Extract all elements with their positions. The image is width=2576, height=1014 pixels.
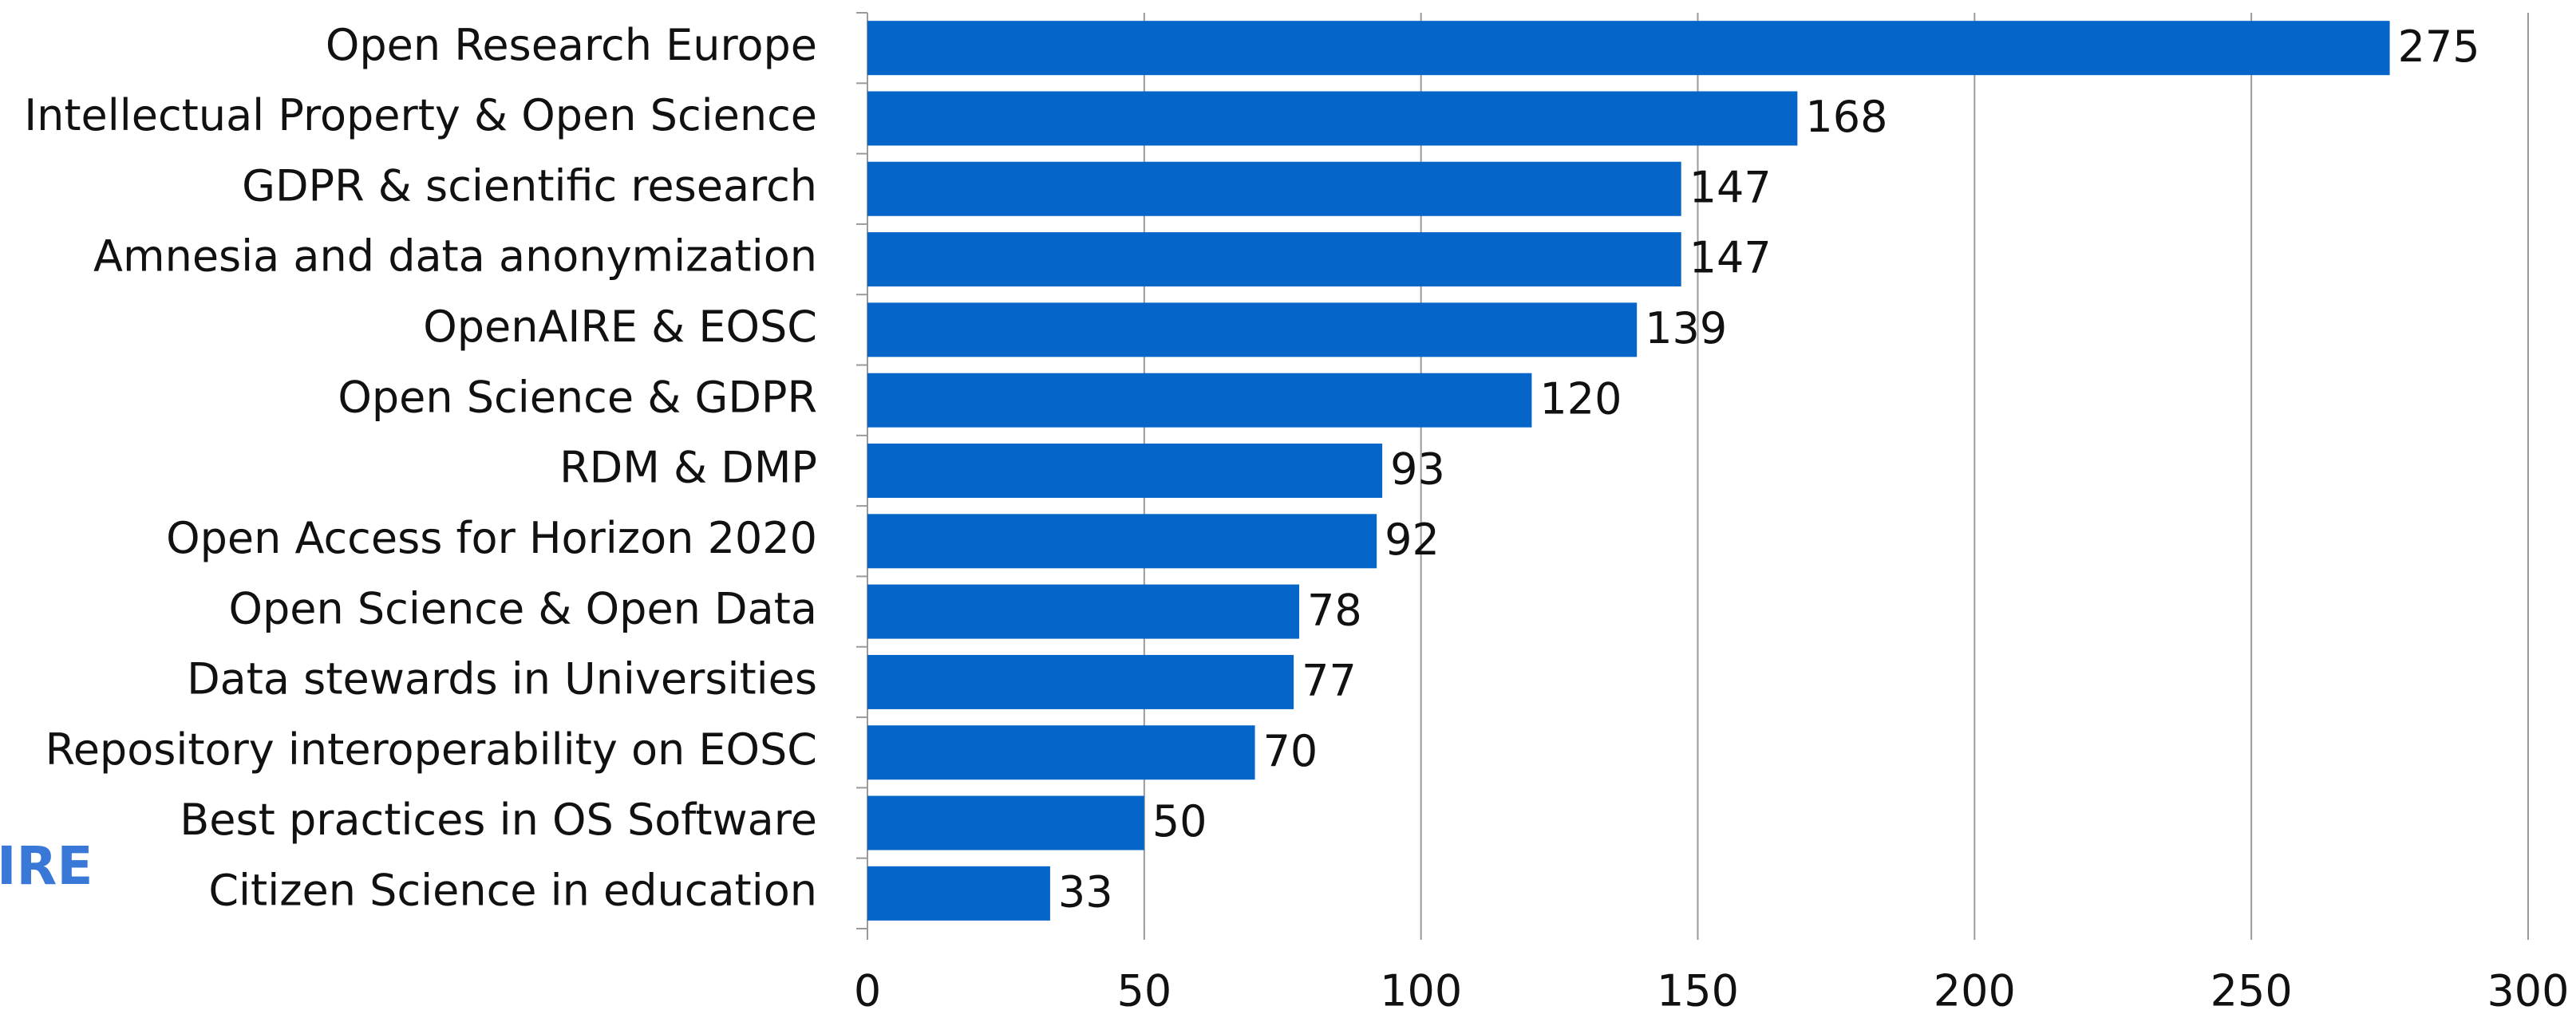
bar xyxy=(867,302,1638,357)
x-tick-label: 150 xyxy=(1657,966,1739,1014)
y-tick-label: Open Science & GDPR xyxy=(338,372,817,422)
y-tick-label: Amnesia and data anonymization xyxy=(93,231,817,282)
bar xyxy=(867,91,1798,146)
bar xyxy=(867,21,2390,76)
y-tick-label: Best practices in OS Software xyxy=(180,795,817,845)
bar xyxy=(867,584,1300,639)
bar xyxy=(867,514,1377,569)
value-label: 139 xyxy=(1645,303,1727,353)
bar xyxy=(867,444,1383,498)
y-tick-label: Data stewards in Universities xyxy=(187,654,817,704)
value-label: 120 xyxy=(1539,373,1622,424)
value-label: 50 xyxy=(1152,796,1207,846)
logo-text: IRE xyxy=(0,835,93,897)
x-tick-label: 50 xyxy=(1116,966,1171,1014)
value-label: 93 xyxy=(1390,444,1445,495)
bar xyxy=(867,866,1050,921)
bar xyxy=(867,725,1255,780)
y-tick-label: Open Access for Horizon 2020 xyxy=(166,513,817,563)
value-label: 70 xyxy=(1263,726,1318,776)
y-tick-label: GDPR & scientific research xyxy=(242,160,817,211)
y-tick-label: Open Research Europe xyxy=(326,20,817,70)
x-tick-label: 0 xyxy=(854,966,881,1014)
y-tick-label: Citizen Science in education xyxy=(208,865,817,915)
x-tick-label: 300 xyxy=(2487,966,2569,1014)
value-label: 147 xyxy=(1689,233,1772,283)
bar xyxy=(867,654,1294,709)
value-label: 168 xyxy=(1805,92,1887,142)
bar xyxy=(867,161,1681,216)
y-tick-label: Intellectual Property & Open Science xyxy=(24,90,817,140)
y-tick-label: Open Science & Open Data xyxy=(229,583,818,633)
x-tick-label: 250 xyxy=(2211,966,2293,1014)
y-tick-label: Repository interoperability on EOSC xyxy=(45,724,817,775)
x-tick-label: 200 xyxy=(1934,966,2016,1014)
bar xyxy=(867,232,1681,287)
x-tick-label: 100 xyxy=(1380,966,1462,1014)
value-label: 77 xyxy=(1302,656,1357,706)
value-label: 78 xyxy=(1307,585,1362,635)
value-label: 147 xyxy=(1689,162,1772,212)
bar xyxy=(867,795,1144,850)
value-label: 275 xyxy=(2398,22,2480,72)
value-label: 33 xyxy=(1058,866,1113,917)
value-label: 92 xyxy=(1385,515,1440,565)
y-tick-label: RDM & DMP xyxy=(559,443,817,493)
y-tick-label: OpenAIRE & EOSC xyxy=(423,302,817,352)
bar xyxy=(867,373,1532,428)
